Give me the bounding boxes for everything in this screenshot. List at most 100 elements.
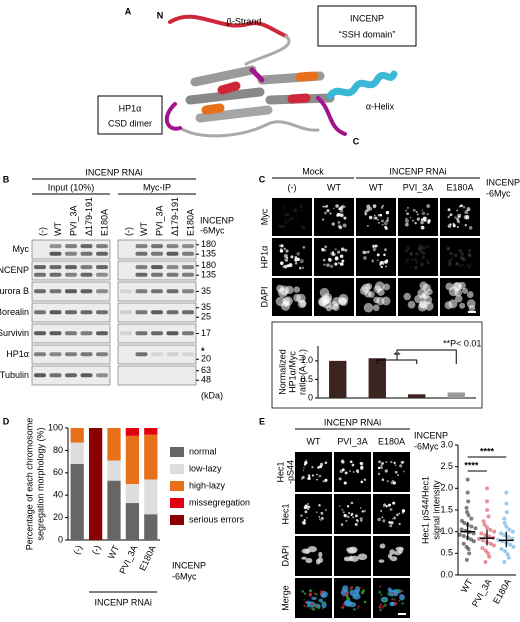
band: [80, 373, 93, 378]
band: [166, 310, 179, 315]
signal: [409, 252, 414, 256]
signal: [460, 256, 464, 260]
signal: [397, 589, 401, 593]
data-point: [465, 477, 470, 482]
label: -6Myc: [486, 188, 511, 198]
band: [182, 251, 194, 256]
signal: [421, 255, 426, 259]
signal: [392, 592, 395, 595]
signal: [345, 519, 348, 522]
signal: [318, 515, 321, 518]
data-point: [459, 518, 464, 523]
band: [65, 244, 77, 249]
signal: [281, 225, 284, 228]
signal: [345, 591, 349, 595]
band: [65, 373, 77, 378]
bar: [408, 394, 426, 398]
lane-label: WT: [307, 436, 321, 446]
signal: [407, 300, 416, 309]
band: [151, 352, 163, 357]
signal: [449, 262, 452, 266]
protein-structure: [164, 14, 398, 138]
label: INCENP RNAi: [324, 417, 381, 427]
signal: [403, 292, 411, 301]
helix-label: α-Helix: [366, 101, 395, 111]
data-point: [483, 560, 488, 564]
mw-marker: 135: [201, 249, 216, 259]
signal: [363, 478, 365, 481]
signal: [331, 222, 335, 226]
chromosome: [307, 546, 317, 553]
data-point: [499, 547, 504, 551]
signal: [354, 523, 358, 526]
band: [96, 310, 108, 315]
signal: [366, 207, 370, 212]
signal: [414, 265, 418, 270]
signal: [357, 605, 360, 608]
signal: [294, 261, 298, 265]
signal: [283, 254, 288, 258]
signal: [334, 248, 337, 251]
signal: [384, 226, 388, 230]
band: [151, 272, 163, 277]
y-tick-label: 80: [53, 445, 63, 455]
signal: [410, 258, 414, 261]
signal: [382, 263, 385, 266]
signal: [401, 602, 404, 605]
signal: [391, 598, 394, 601]
signal: [300, 209, 303, 212]
signal: [332, 207, 335, 210]
signal: [359, 586, 362, 589]
data-point: [511, 544, 516, 549]
signal: [389, 524, 393, 528]
signal: [341, 263, 344, 266]
signal: [469, 264, 472, 267]
data-point: [469, 516, 474, 521]
data-point: [469, 537, 474, 542]
signal: [348, 598, 351, 601]
legend-swatch: [170, 515, 184, 525]
data-point: [502, 560, 507, 564]
chromosome: [318, 551, 323, 558]
band: [49, 373, 62, 378]
signal: [349, 589, 353, 593]
signal: [279, 249, 284, 253]
band: [96, 331, 108, 336]
bar-segment: [107, 460, 121, 481]
band: [135, 251, 148, 256]
band: [96, 251, 108, 256]
y-axis-label: Normalized: [277, 349, 287, 395]
band: [166, 289, 179, 294]
signal: [460, 252, 464, 257]
micrograph: [272, 198, 312, 236]
band: [34, 352, 46, 357]
signal: [278, 224, 282, 228]
lane-label: PVI_3A: [68, 205, 78, 236]
signal: [341, 508, 344, 511]
signal: [462, 205, 466, 209]
signal: [464, 210, 469, 215]
signal: [350, 501, 354, 505]
signal: [302, 225, 306, 230]
bar-segment: [107, 480, 121, 540]
lane-label: PVI_3A: [154, 205, 164, 236]
signal: [345, 594, 349, 598]
signal: [307, 505, 311, 509]
label: (kDa): [201, 390, 223, 400]
signal: [296, 293, 306, 304]
signal: [281, 224, 286, 229]
signal: [379, 603, 382, 606]
data-point: [465, 510, 470, 515]
band: [151, 244, 163, 249]
data-point: [480, 546, 485, 551]
signal: [413, 257, 418, 262]
signal: [322, 601, 325, 604]
signal: [401, 590, 404, 592]
signal: [392, 517, 394, 520]
mw-marker: 48: [201, 375, 211, 385]
signal: [466, 291, 474, 298]
signal: [372, 304, 380, 312]
band: [65, 289, 77, 294]
signal: [304, 510, 308, 514]
row-label: HP1α: [259, 246, 269, 269]
